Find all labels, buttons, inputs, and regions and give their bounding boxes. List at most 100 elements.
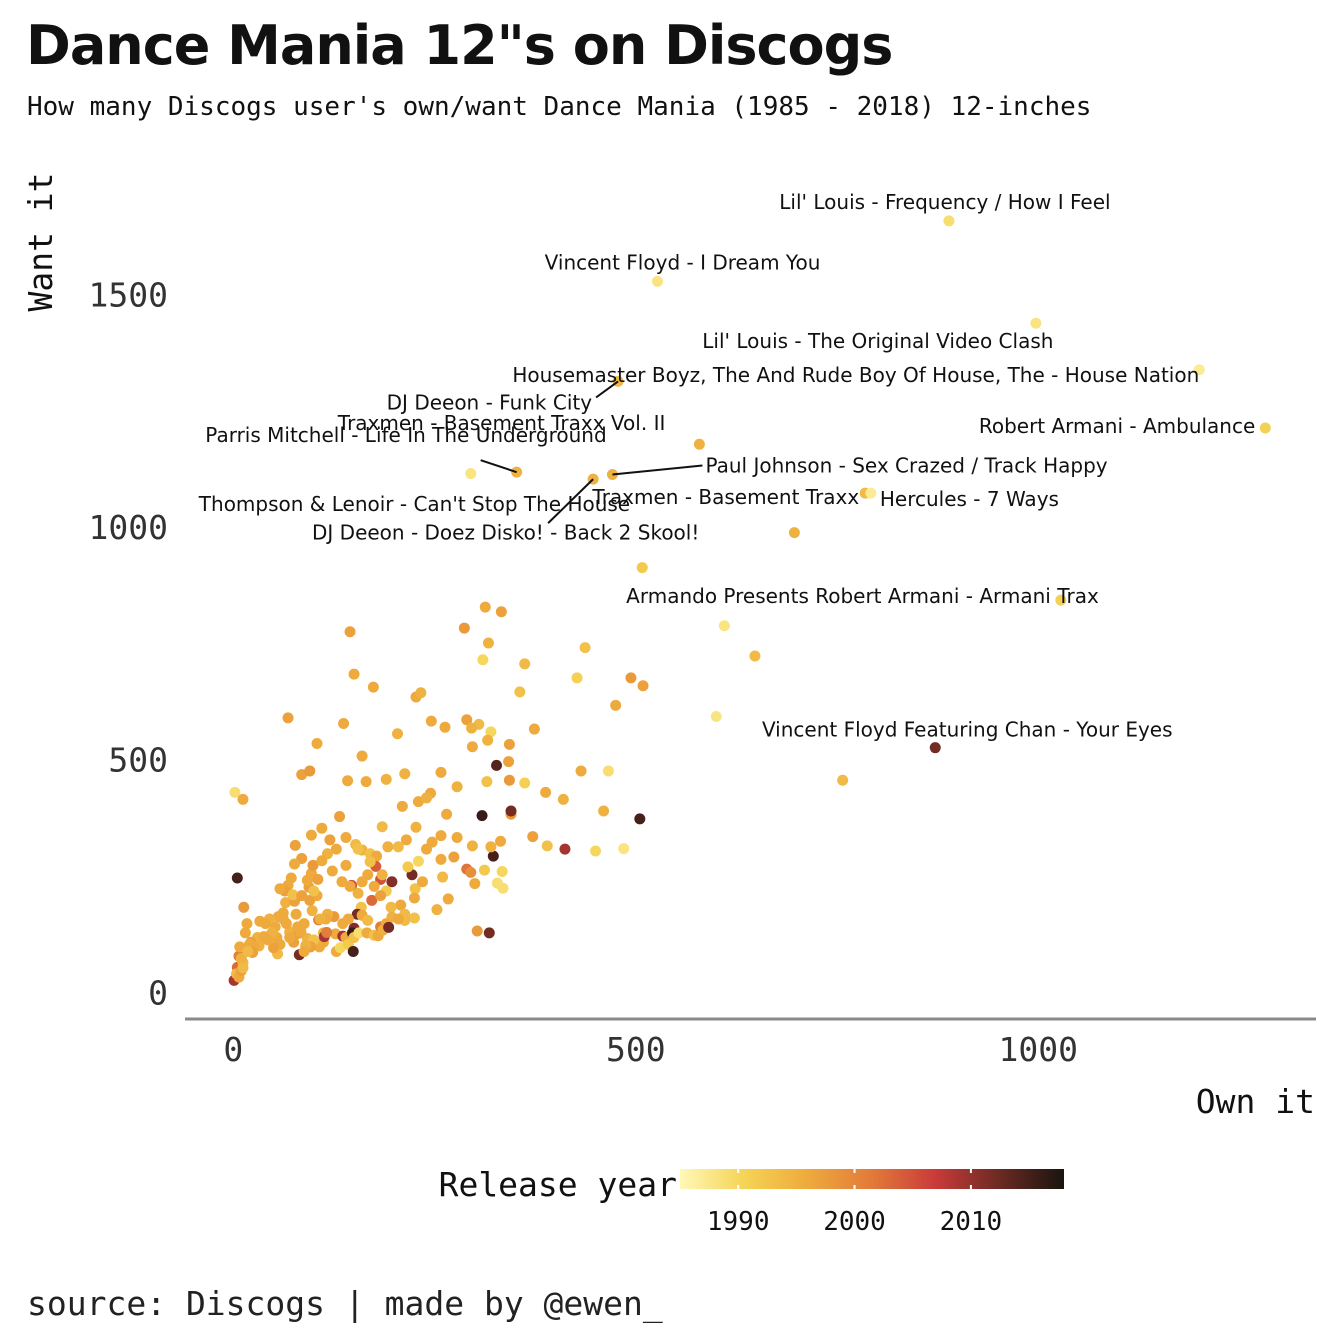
data-point <box>336 876 348 888</box>
data-point <box>229 786 241 798</box>
data-point <box>368 880 380 892</box>
x-tick-label: 0 <box>223 1030 243 1069</box>
data-point <box>409 883 421 895</box>
legend-colorbar <box>680 1169 1064 1189</box>
data-point <box>749 650 761 662</box>
point-annotation: Lil' Louis - The Original Video Clash <box>702 329 1053 353</box>
labeled-data-point <box>693 438 705 450</box>
source-caption: source: Discogs | made by @ewen_ <box>27 1284 663 1323</box>
data-point <box>376 821 388 833</box>
x-tick-label: 1000 <box>999 1030 1078 1069</box>
data-point <box>399 768 411 780</box>
data-point <box>466 840 478 852</box>
data-point <box>268 942 280 954</box>
data-point <box>466 741 478 753</box>
data-point <box>367 681 379 693</box>
data-point <box>415 687 427 699</box>
legend-title: Release year <box>439 1165 677 1204</box>
data-point <box>461 714 473 726</box>
y-axis-title: Want it <box>21 172 60 311</box>
data-point <box>386 876 398 888</box>
data-point <box>324 834 336 846</box>
data-point <box>316 855 328 867</box>
data-point <box>579 642 591 654</box>
data-point <box>476 810 488 822</box>
data-point <box>280 897 292 909</box>
data-point <box>237 793 249 805</box>
data-point <box>435 830 447 842</box>
data-point <box>528 723 540 735</box>
point-annotation: Vincent Floyd - I Dream You <box>545 250 821 274</box>
data-point <box>505 805 517 817</box>
data-point <box>337 918 349 930</box>
data-point <box>431 904 443 916</box>
data-point <box>837 774 849 786</box>
data-point <box>410 821 422 833</box>
data-point <box>482 734 494 746</box>
color-legend: Release year 1990 2000 2010 <box>439 1165 1064 1237</box>
data-point <box>382 841 394 853</box>
data-point <box>636 562 648 574</box>
data-point <box>575 765 587 777</box>
data-point <box>598 805 610 817</box>
data-point <box>634 813 646 825</box>
data-point <box>557 793 569 805</box>
labeled-data-point <box>652 275 664 287</box>
annotation-leader-line <box>595 380 619 399</box>
labeled-data-point <box>788 527 800 539</box>
data-point <box>364 856 376 868</box>
point-annotation: Armando Presents Robert Armani - Armani … <box>626 584 1099 608</box>
data-point <box>348 668 360 680</box>
data-point <box>344 880 356 892</box>
data-point <box>610 699 622 711</box>
data-point <box>312 873 324 885</box>
data-point <box>392 913 404 925</box>
data-point <box>437 871 449 883</box>
data-point <box>305 829 317 841</box>
data-point <box>289 839 301 851</box>
point-annotation: Thompson & Lenoir - Can't Stop The House <box>198 492 630 516</box>
y-tick-label: 0 <box>148 973 168 1012</box>
data-point <box>234 941 246 953</box>
data-point <box>241 918 253 930</box>
x-axis-title: Own it <box>1196 1082 1315 1121</box>
data-point <box>274 883 286 895</box>
data-point <box>497 882 509 894</box>
data-point <box>352 887 364 899</box>
data-point <box>301 874 313 886</box>
data-point <box>235 952 247 964</box>
data-point <box>465 468 477 480</box>
data-point <box>495 606 507 618</box>
data-point <box>392 841 404 853</box>
point-annotation: Paul Johnson - Sex Crazed / Track Happy <box>705 453 1107 477</box>
data-point <box>483 927 495 939</box>
data-point <box>496 865 508 877</box>
data-point <box>290 908 302 920</box>
labeled-data-point <box>929 742 941 754</box>
data-point <box>412 855 424 867</box>
data-point <box>637 680 649 692</box>
y-tick-label: 500 <box>108 741 168 780</box>
data-point <box>238 901 250 913</box>
data-point <box>396 800 408 812</box>
data-point <box>353 927 365 939</box>
data-point <box>710 710 722 722</box>
data-point <box>402 861 414 873</box>
data-point <box>471 925 483 937</box>
data-point <box>590 845 602 857</box>
data-point <box>477 654 489 666</box>
point-annotation: Traxmen - Basement Traxx <box>591 485 859 509</box>
labeled-data-point <box>1259 422 1271 434</box>
data-point <box>485 841 497 853</box>
axis-ticks: 0 500 1000 0 500 1000 1500 <box>89 275 1079 1069</box>
chart-subtitle: How many Discogs user's own/want Dance M… <box>27 92 1092 122</box>
data-point <box>314 913 326 925</box>
data-point <box>282 712 294 724</box>
data-point <box>478 864 490 876</box>
data-point <box>425 715 437 727</box>
data-point <box>625 672 637 684</box>
data-point <box>254 915 266 927</box>
data-point <box>559 843 571 855</box>
data-point <box>482 637 494 649</box>
